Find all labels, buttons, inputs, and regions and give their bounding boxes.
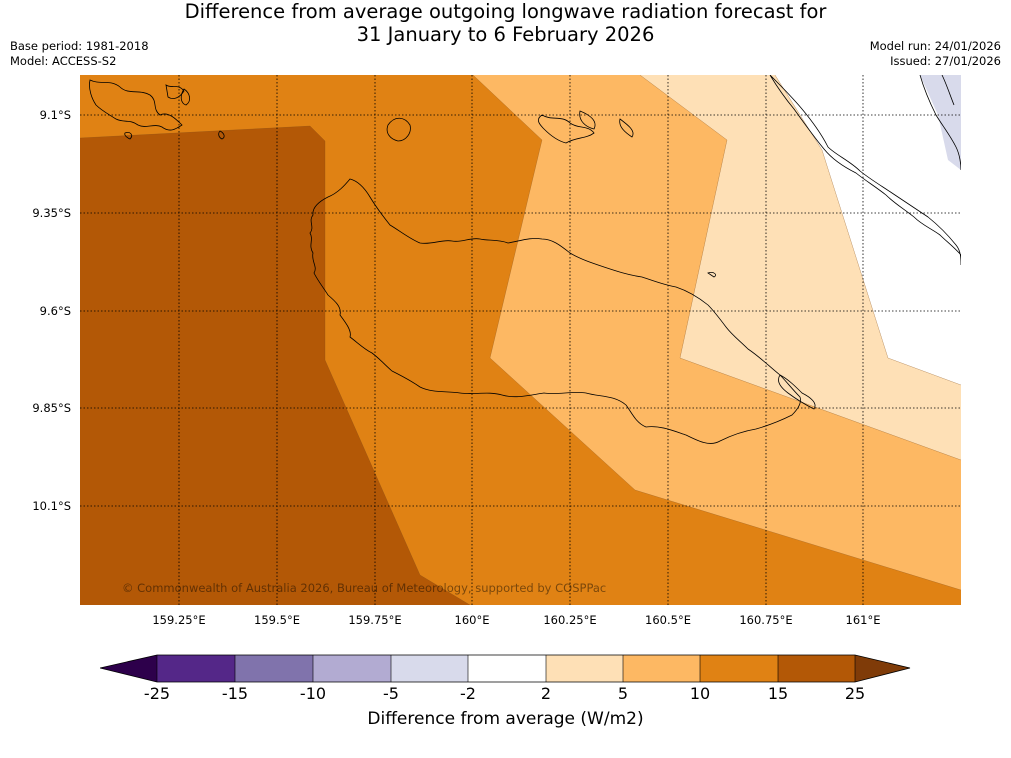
title-line-2: 31 January to 6 February 2026 [356, 23, 655, 46]
colorbar-swatch [391, 655, 468, 682]
colorbar-swatch [778, 655, 855, 682]
colorbar-over-arrow [855, 655, 910, 682]
model-name: Model: ACCESS-S2 [10, 54, 117, 68]
issued-date: Issued: 27/01/2026 [890, 54, 1001, 68]
lon-label: 159.5°E [254, 613, 300, 627]
colorbar-tick: 25 [844, 684, 866, 703]
colorbar-swatch [468, 655, 546, 682]
lon-label: 161°E [845, 613, 881, 627]
copyright-text: © Commonwealth of Australia 2026, Bureau… [122, 581, 606, 595]
colorbar-under-arrow [100, 655, 157, 682]
colorbar-label: Difference from average (W/m2) [367, 709, 644, 729]
colorbar-tick: -10 [299, 684, 327, 703]
region-neutral [775, 75, 961, 385]
colorbar-swatch [313, 655, 391, 682]
lat-label: 10.1°S [32, 499, 71, 513]
colorbar-swatch [157, 655, 235, 682]
colorbar-tick: 2 [540, 684, 552, 703]
colorbar [99, 654, 912, 688]
colorbar-tick: 15 [767, 684, 789, 703]
map-panel: © Commonwealth of Australia 2026, Bureau… [80, 75, 961, 605]
lon-label: 159.75°E [348, 613, 402, 627]
colorbar-swatch [623, 655, 700, 682]
base-period: Base period: 1981-2018 [10, 39, 149, 53]
region-2-5 [640, 75, 961, 460]
lat-label: 9.85°S [32, 401, 71, 415]
lon-label: 160.75°E [739, 613, 793, 627]
colorbar-tick: 5 [617, 684, 629, 703]
title-line-1: Difference from average outgoing longwav… [184, 0, 827, 23]
colorbar-swatch [700, 655, 778, 682]
model-run: Model run: 24/01/2026 [869, 39, 1001, 53]
lat-label: 9.6°S [39, 304, 71, 318]
colorbar-tick: -15 [221, 684, 249, 703]
lon-label: 160.25°E [543, 613, 597, 627]
lat-label: 9.1°S [39, 108, 71, 122]
map-svg: © Commonwealth of Australia 2026, Bureau… [80, 75, 961, 605]
lat-label: 9.35°S [32, 206, 71, 220]
graticule [80, 75, 961, 605]
region-15-25 [80, 126, 470, 605]
colorbar-tick: -5 [383, 684, 399, 703]
colorbar-tick: 10 [689, 684, 711, 703]
colorbar-svg [99, 654, 911, 683]
chart-title: Difference from average outgoing longwav… [0, 0, 1011, 46]
colorbar-swatch [546, 655, 623, 682]
coastlines [89, 75, 961, 444]
lon-label: 160°E [454, 613, 490, 627]
colorbar-swatch [235, 655, 313, 682]
meta-right: Model run: 24/01/2026 Issued: 27/01/2026 [870, 39, 1001, 69]
region-5-10 [473, 75, 961, 590]
meta-left: Base period: 1981-2018 Model: ACCESS-S2 [10, 39, 149, 69]
lon-label: 159.25°E [152, 613, 206, 627]
lon-label: 160.5°E [645, 613, 691, 627]
colorbar-tick: -25 [143, 684, 171, 703]
colorbar-tick: -2 [460, 684, 476, 703]
